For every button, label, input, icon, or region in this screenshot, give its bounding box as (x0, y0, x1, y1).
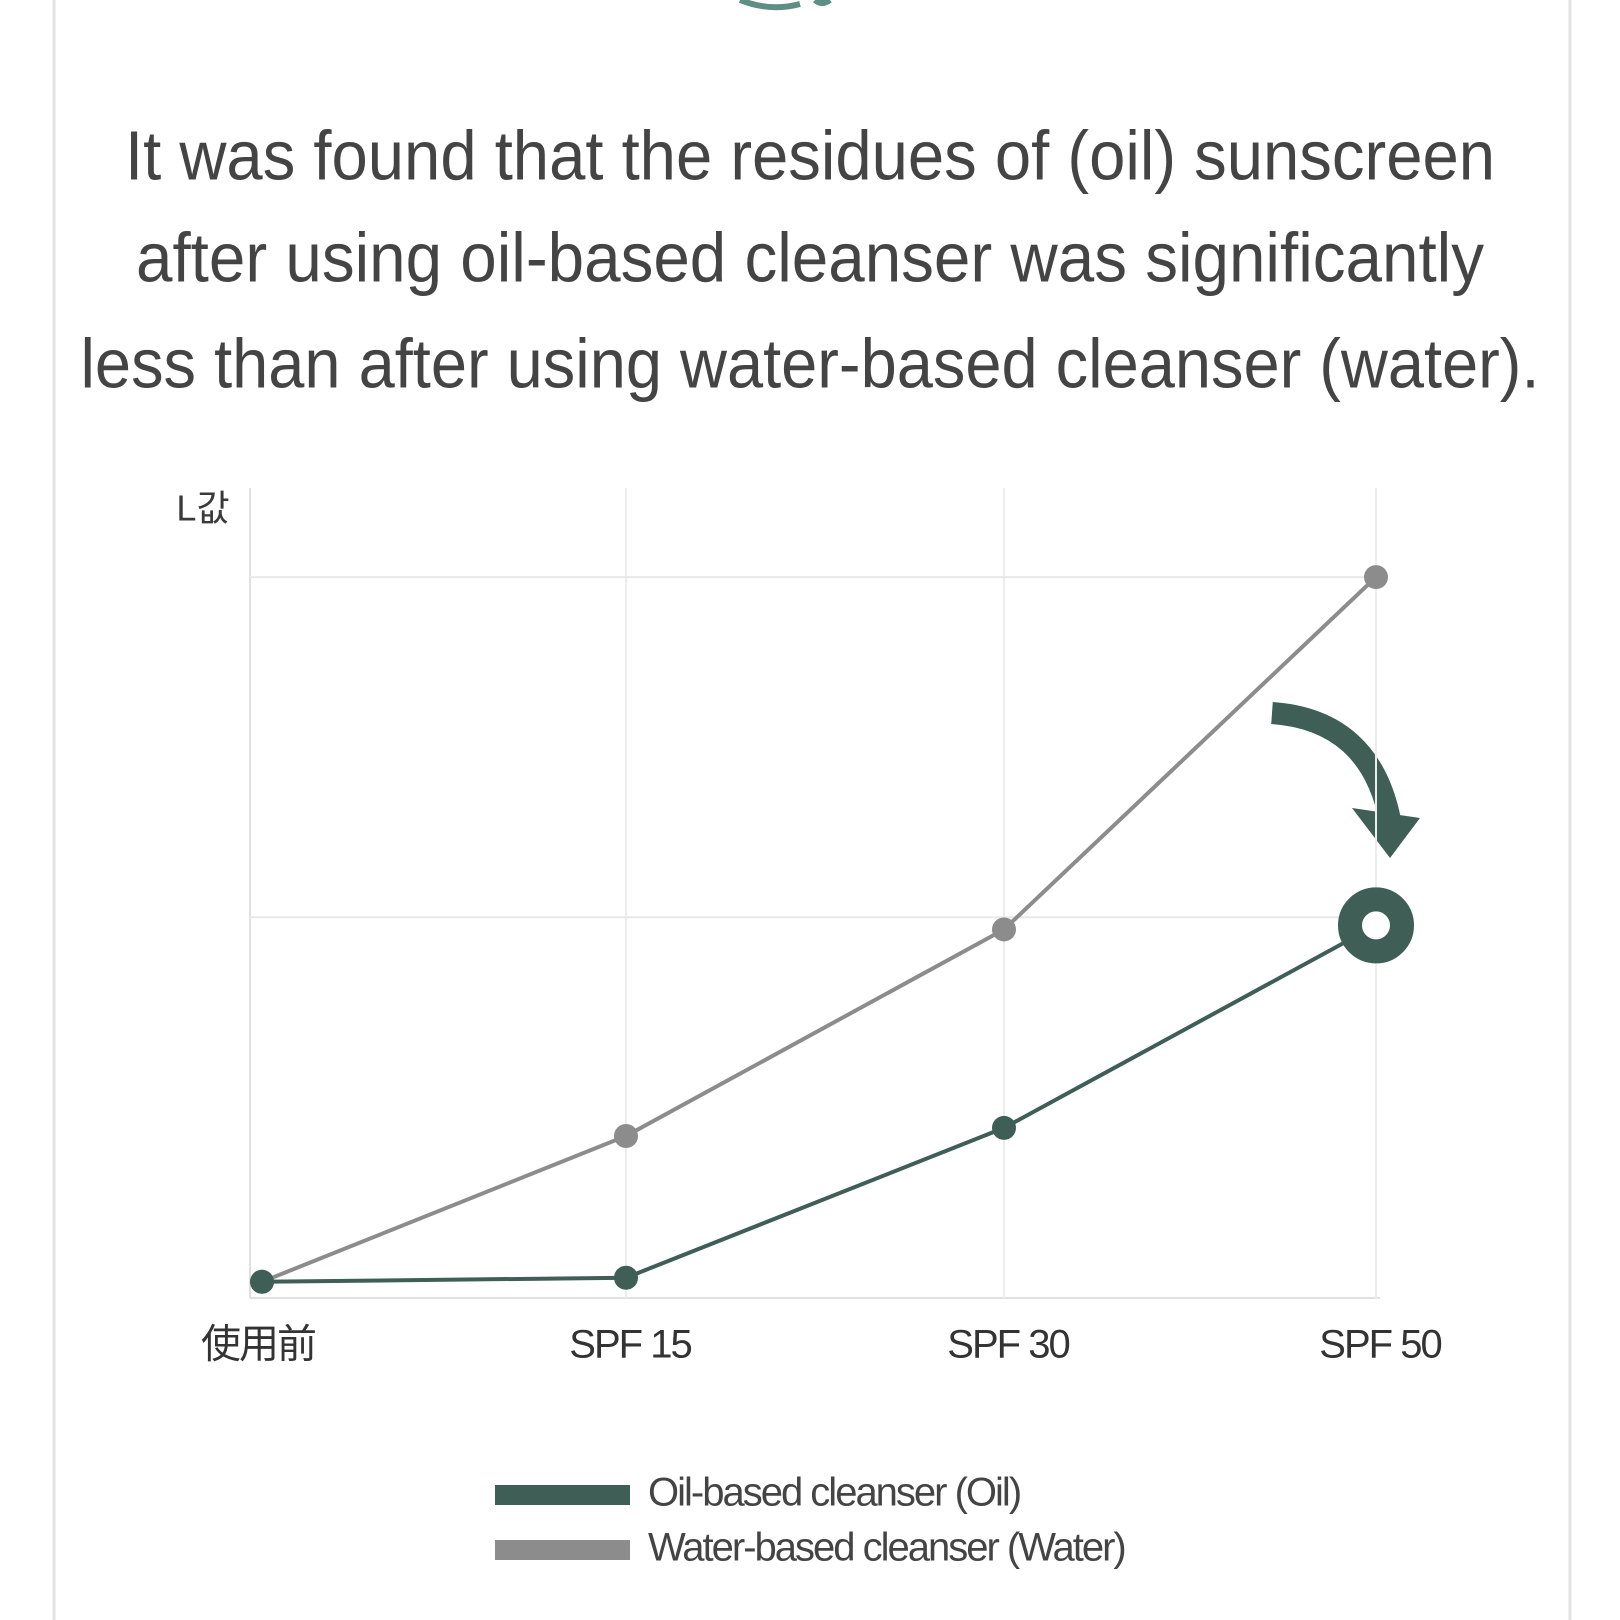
title-line: It was found that the residues of (oil) … (125, 116, 1495, 194)
marker (250, 1269, 274, 1294)
x-tick-label: SPF 30 (947, 1323, 1069, 1367)
title-line: after using oil-based cleanser was signi… (136, 218, 1484, 296)
legend-label: Water-based cleanser (Water) (648, 1526, 1125, 1570)
decoration (738, 0, 832, 11)
marker (992, 1115, 1016, 1140)
legend-label: Oil-based cleanser (Oil) (648, 1471, 1020, 1515)
series-line (261, 923, 1377, 1284)
arrow (1271, 702, 1401, 823)
title-line: less than after using water-based cleans… (81, 324, 1540, 402)
highlight-marker (1338, 887, 1414, 964)
series-line (261, 575, 1378, 1284)
x-tick-label: 使用前 (201, 1323, 315, 1367)
marker (614, 1265, 638, 1290)
y-axis-label: L값 (176, 488, 229, 529)
legend-swatch (495, 1540, 630, 1560)
marker (992, 917, 1016, 942)
x-tick-label: SPF 50 (1319, 1323, 1441, 1367)
marker (1364, 565, 1388, 590)
legend-swatch (495, 1485, 630, 1505)
marker (614, 1124, 638, 1148)
arrow-head (1352, 808, 1420, 858)
x-tick-label: SPF 15 (569, 1323, 691, 1367)
